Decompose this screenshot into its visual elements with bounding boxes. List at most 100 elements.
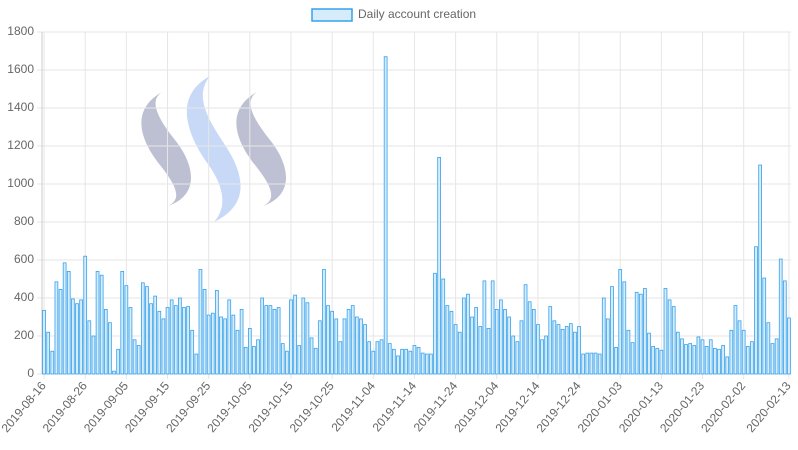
bar: [231, 314, 236, 375]
bar: [420, 352, 425, 375]
y-tick-label: 1600: [7, 62, 34, 76]
bar: [412, 345, 417, 375]
bar: [346, 308, 351, 375]
bar: [210, 312, 215, 375]
bar: [519, 320, 524, 375]
bar: [383, 56, 388, 375]
bar: [285, 350, 289, 375]
bar: [178, 297, 182, 375]
bar: [243, 346, 248, 375]
bar: [350, 305, 355, 375]
bar: [116, 348, 120, 375]
bar: [317, 320, 322, 375]
bar: [585, 352, 590, 375]
bar: [165, 307, 170, 375]
bar: [754, 246, 758, 375]
bar: [630, 342, 635, 375]
bar: [169, 299, 174, 375]
bar: [675, 331, 680, 375]
bar: [247, 327, 252, 375]
bar: [680, 338, 684, 375]
bar: [50, 350, 55, 375]
bar: [482, 280, 487, 375]
y-tick-label: 800: [14, 214, 34, 228]
bar: [198, 269, 203, 375]
bar: [577, 326, 581, 375]
steem-logo-watermark: [141, 76, 287, 222]
bar: [708, 339, 713, 375]
bar: [659, 349, 664, 375]
x-tick-label: 2020-02-13: [743, 379, 793, 435]
bar: [309, 337, 314, 375]
bar: [132, 339, 137, 375]
bar: [433, 272, 437, 375]
bar: [766, 322, 771, 375]
bar: [758, 164, 762, 375]
bar: [638, 293, 643, 375]
bar: [536, 324, 540, 375]
bar: [626, 329, 631, 375]
bar: [330, 310, 334, 375]
bar: [223, 318, 227, 375]
bar: [252, 346, 256, 375]
bar: [762, 277, 767, 375]
bar: [688, 343, 693, 375]
bar: [149, 303, 153, 375]
y-tick-label: 200: [14, 328, 34, 342]
y-tick-label: 1200: [7, 138, 34, 152]
bar: [581, 353, 586, 375]
bar: [474, 307, 479, 375]
bar: [392, 348, 396, 375]
bar: [58, 289, 63, 375]
bar: [478, 326, 483, 375]
bar: [46, 331, 51, 375]
bar: [700, 339, 705, 375]
bar: [729, 329, 734, 375]
bar: [264, 305, 269, 375]
bar: [322, 269, 326, 375]
bar: [560, 328, 565, 375]
bar: [610, 286, 614, 375]
bar: [289, 299, 293, 375]
bar: [62, 262, 67, 375]
bar: [733, 305, 738, 375]
bar: [696, 336, 701, 375]
bar: [741, 329, 746, 375]
bar: [437, 156, 441, 375]
bar: [531, 308, 536, 375]
bar: [145, 286, 149, 375]
bar: [408, 350, 413, 375]
bar: [173, 305, 178, 375]
bar: [548, 306, 553, 375]
bar: [400, 348, 404, 375]
bar: [556, 324, 561, 375]
bar: [750, 341, 754, 375]
bar: [99, 274, 104, 375]
bar: [190, 329, 195, 375]
bar: [219, 316, 223, 375]
bar: [713, 347, 717, 375]
bar: [573, 331, 577, 375]
bar: [359, 318, 363, 375]
bar: [717, 348, 721, 375]
bar: [655, 347, 660, 375]
bar: [404, 348, 409, 375]
bar: [182, 307, 186, 375]
bar: [387, 343, 392, 375]
bar: [227, 299, 232, 375]
bar: [95, 270, 100, 375]
bar: [449, 310, 454, 375]
bar: [684, 344, 688, 375]
bar: [470, 316, 474, 375]
bar: [745, 346, 750, 375]
bar: [564, 326, 569, 375]
y-tick-label: 1800: [7, 24, 34, 38]
bar: [120, 270, 125, 375]
bar: [466, 293, 470, 375]
bar: [280, 343, 285, 375]
bar: [589, 352, 594, 375]
bar: [260, 297, 265, 375]
bar: [108, 322, 112, 375]
bar: [770, 343, 775, 375]
bar: [79, 299, 83, 375]
